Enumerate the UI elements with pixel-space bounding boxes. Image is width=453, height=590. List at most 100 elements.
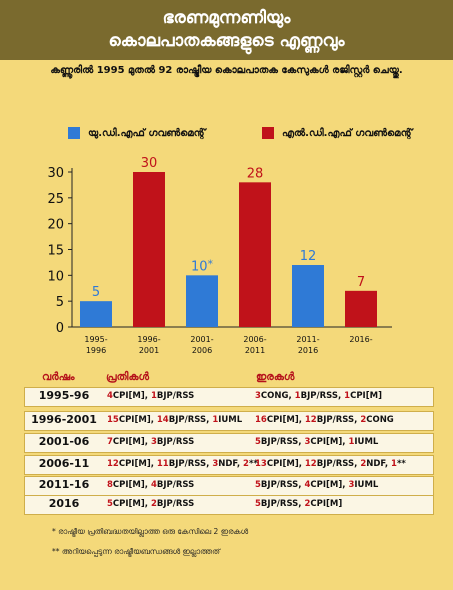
victims-count: 2 bbox=[360, 459, 367, 469]
victims-party: BJP/RSS, bbox=[316, 415, 361, 425]
row-year: 1995-96 bbox=[38, 389, 90, 402]
bar-value-label: 7 bbox=[357, 275, 365, 290]
victims-count: 1 bbox=[294, 391, 301, 401]
legend-udf: യു.ഡി.എഫ് ഗവൺമെന്റ് bbox=[68, 127, 205, 139]
victims-count: 5 bbox=[255, 437, 261, 447]
bar-4 bbox=[292, 265, 324, 327]
accused-party: NDF, bbox=[218, 459, 244, 469]
victims-count: 1 bbox=[348, 437, 355, 447]
accused-party: IUML bbox=[218, 415, 243, 425]
accused-party: CPI[M], bbox=[112, 391, 151, 401]
row-victims: 5BJP/RSS, 2CPI[M] bbox=[255, 499, 342, 509]
bar-chart: 0 5 10 15 20 25 30 5 1995- 1996 30 1996- 2001 10* 2001… bbox=[47, 156, 392, 355]
legend-ldf-swatch bbox=[262, 127, 274, 139]
table-row: 2001-06 7CPI[M], 3BJP/RSS 5BJP/RSS, 3CPI[M… bbox=[24, 433, 434, 453]
victims-count: 13 bbox=[255, 459, 267, 469]
bar-0 bbox=[80, 301, 112, 327]
accused-count: 11 bbox=[156, 459, 169, 469]
victims-party: BJP/RSS, bbox=[260, 480, 305, 490]
title-line-2: കൊലപാതകങ്ങളുടെ എണ്ണവും bbox=[108, 31, 345, 51]
accused-party: BJP/RSS bbox=[156, 437, 195, 447]
victims-count: 1 bbox=[344, 391, 351, 401]
victims-count: 4 bbox=[304, 480, 311, 490]
victims-count: 12 bbox=[304, 459, 317, 469]
y-tick-label: 10 bbox=[47, 269, 64, 284]
y-tick-label: 15 bbox=[47, 244, 64, 259]
victims-party: IUML bbox=[354, 480, 379, 490]
row-victims: 5BJP/RSS, 4CPI[M], 3IUML bbox=[255, 480, 378, 490]
x-tick-label: 1996 bbox=[86, 346, 106, 355]
accused-party: CPI[M], bbox=[112, 499, 151, 509]
victims-party: CPI[M], bbox=[266, 459, 305, 469]
victims-party: CONG, bbox=[260, 391, 295, 401]
accused-count: 15 bbox=[107, 415, 119, 425]
y-tick-label: 30 bbox=[47, 166, 64, 181]
title-line-1: ഭരണമുന്നണിയും bbox=[162, 8, 291, 28]
accused-party: BJP/RSS, bbox=[168, 415, 213, 425]
accused-count: 3 bbox=[150, 437, 157, 447]
accused-party: CPI[M], bbox=[118, 459, 157, 469]
header-accused: പ്രതികൾ bbox=[106, 371, 150, 383]
row-accused: 7CPI[M], 3BJP/RSS bbox=[107, 437, 194, 447]
x-tick-label: 2016 bbox=[298, 346, 318, 355]
x-tick-label: 2011 bbox=[245, 346, 265, 355]
victims-count: 5 bbox=[255, 480, 261, 490]
victims-party: ** bbox=[396, 459, 406, 469]
bar-1 bbox=[133, 172, 165, 327]
accused-party: CPI[M], bbox=[112, 480, 151, 490]
note-1: * രാഷ്ട്രീയ പ്രതിബദ്ധതയില്ലാത്ത ഒരു കേസി… bbox=[52, 527, 249, 536]
legend-udf-label: യു.ഡി.എഫ് ഗവൺമെന്റ് bbox=[88, 127, 206, 139]
note-2: ** അറിയപ്പെടുന്ന രാഷ്ട്രീയബന്ധങ്ങൾ ഇല്ലാ… bbox=[52, 547, 220, 556]
row-year: 2011-16 bbox=[38, 478, 90, 491]
table-row: 1996-2001 15CPI[M], 14BJP/RSS, 1IUML 16CPI… bbox=[24, 411, 434, 431]
victims-count: 3 bbox=[348, 480, 355, 490]
victims-party: BJP/RSS, bbox=[300, 391, 345, 401]
table-row: 1995-96 4CPI[M], 1BJP/RSS 3CONG, 1BJP/RSS,… bbox=[24, 387, 434, 407]
accused-count: 3 bbox=[212, 459, 219, 469]
x-tick-label: 2001- bbox=[190, 335, 213, 344]
accused-count: 1 bbox=[150, 391, 157, 401]
victims-party: CPI[M], bbox=[310, 437, 349, 447]
accused-count: 14 bbox=[156, 415, 169, 425]
x-tick-label: 2006 bbox=[192, 346, 212, 355]
subtitle: കണ്ണൂരിൽ 1995 മുതൽ 92 രാഷ്ട്രീയ കൊലപാതക … bbox=[50, 65, 403, 76]
victims-party: BJP/RSS, bbox=[260, 437, 305, 447]
row-accused: 12CPI[M], 11BJP/RSS, 3NDF, 2** bbox=[107, 459, 258, 469]
accused-count: 2 bbox=[243, 459, 249, 469]
accused-count: 12 bbox=[107, 459, 119, 469]
accused-party: BJP/RSS bbox=[156, 499, 195, 509]
row-year: 2006-11 bbox=[38, 457, 90, 470]
accused-party: BJP/RSS bbox=[156, 391, 195, 401]
accused-count: 2 bbox=[150, 499, 157, 509]
header-victims: ഇരകൾ bbox=[256, 371, 295, 383]
row-year: 2001-06 bbox=[38, 435, 90, 448]
victims-count: 2 bbox=[304, 499, 311, 509]
victims-count: 2 bbox=[360, 415, 367, 425]
accused-count: 5 bbox=[107, 499, 113, 509]
table-row: 2006-11 12CPI[M], 11BJP/RSS, 3NDF, 2** 13C… bbox=[24, 455, 434, 475]
accused-party: CPI[M], bbox=[112, 437, 151, 447]
legend-ldf-label: എൽ.ഡി.എഫ് ഗവൺമെന്റ് bbox=[282, 127, 413, 139]
bar-value-label: 12 bbox=[300, 249, 317, 264]
victims-party: BJP/RSS, bbox=[260, 499, 305, 509]
x-tick-label: 1995- bbox=[84, 335, 107, 344]
y-tick-label: 20 bbox=[47, 218, 64, 233]
accused-count: 4 bbox=[150, 480, 157, 490]
bar-value-label: 28 bbox=[247, 166, 264, 181]
row-victims: 13CPI[M], 12BJP/RSS, 2NDF, 1** bbox=[255, 459, 406, 469]
bar-5 bbox=[345, 290, 377, 327]
accused-party: BJP/RSS, bbox=[168, 459, 213, 469]
x-tick-label: 2001 bbox=[139, 346, 159, 355]
x-tick-label: 2006- bbox=[243, 335, 266, 344]
bar-3 bbox=[239, 182, 271, 327]
victims-count: 5 bbox=[255, 499, 261, 509]
bar-2 bbox=[186, 275, 218, 327]
victims-party: CPI[M], bbox=[266, 415, 305, 425]
y-tick-label: 25 bbox=[47, 192, 64, 207]
table-row: 2011-16 8CPI[M], 4BJP/RSS 5BJP/RSS, 4CPI[M… bbox=[24, 476, 434, 496]
accused-count: 8 bbox=[107, 480, 113, 490]
row-victims: 16CPI[M], 12BJP/RSS, 2CONG bbox=[255, 415, 394, 425]
victims-party: CPI[M] bbox=[310, 499, 343, 509]
accused-count: 7 bbox=[107, 437, 113, 447]
row-accused: 8CPI[M], 4BJP/RSS bbox=[107, 480, 194, 490]
